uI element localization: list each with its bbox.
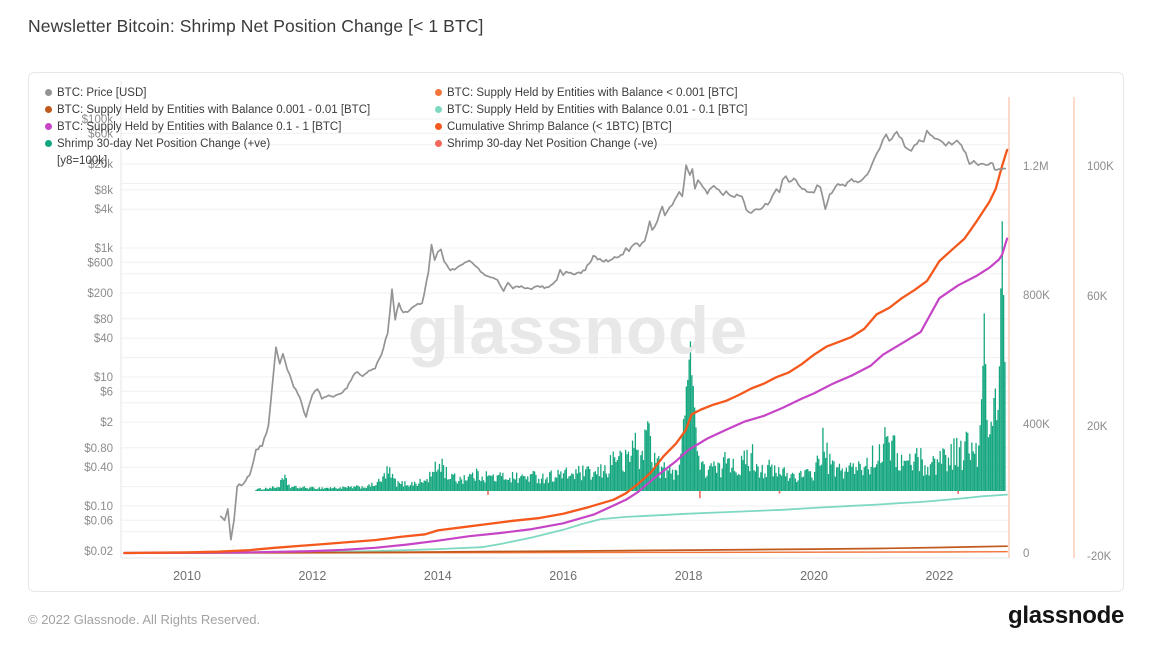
x-axis-label: 2020 bbox=[800, 569, 828, 583]
net-axis-label: 60K bbox=[1087, 291, 1108, 303]
price-axis-label: $200 bbox=[87, 288, 113, 300]
legend-item-label: Shrimp 30-day Net Position Change (+ve) bbox=[57, 137, 271, 150]
price-axis-label: $60k bbox=[88, 128, 113, 140]
supply-axis-label: 400K bbox=[1023, 419, 1050, 431]
legend-dot-icon bbox=[45, 106, 52, 113]
cumulative-line bbox=[123, 148, 1009, 555]
net-axis-label: 20K bbox=[1087, 421, 1108, 433]
price-axis-label: $2 bbox=[100, 417, 113, 429]
footer-copyright: © 2022 Glassnode. All Rights Reserved. bbox=[28, 612, 261, 627]
x-axis-label: 2014 bbox=[424, 569, 452, 583]
price-axis-label: $600 bbox=[87, 257, 113, 269]
net-axis-label: -20K bbox=[1087, 551, 1112, 563]
price-axis-label: $0.02 bbox=[84, 546, 113, 558]
legend-item[interactable]: BTC: Price [USD] bbox=[45, 84, 370, 101]
legend-dot-icon bbox=[435, 106, 442, 113]
supply-01-1-line bbox=[123, 237, 1009, 555]
supply-001-01-line bbox=[123, 493, 1008, 554]
legend-item-label: BTC: Price [USD] bbox=[57, 86, 147, 99]
supply-axis-label: 0 bbox=[1023, 548, 1029, 560]
legend-right-column: BTC: Supply Held by Entities with Balanc… bbox=[435, 84, 747, 152]
x-axis-label: 2018 bbox=[675, 569, 703, 583]
price-line bbox=[219, 129, 1007, 541]
legend-dot-icon bbox=[435, 89, 442, 96]
price-axis-label: $0.10 bbox=[84, 501, 113, 513]
legend-left-column: BTC: Price [USD] BTC: Supply Held by Enti… bbox=[45, 84, 370, 169]
legend-item[interactable]: Cumulative Shrimp Balance (< 1BTC) [BTC] bbox=[435, 118, 747, 135]
price-axis-label: $0.80 bbox=[84, 443, 113, 455]
x-axis-label: 2016 bbox=[549, 569, 577, 583]
legend-item-label: BTC: Supply Held by Entities with Balanc… bbox=[447, 86, 738, 99]
glassnode-wordmark: glassnode bbox=[1008, 602, 1124, 629]
legend-item-label: [y8=100k] bbox=[57, 154, 108, 167]
price-axis-label: $0.06 bbox=[84, 515, 113, 527]
supply-axis-label: 1.2M bbox=[1023, 161, 1049, 173]
price-axis-label: $6 bbox=[100, 386, 113, 398]
legend-item: [y8=100k] bbox=[45, 152, 370, 169]
legend-item[interactable]: BTC: Supply Held by Entities with Balanc… bbox=[45, 101, 370, 118]
shrimp-net-positive-bars bbox=[255, 221, 1006, 492]
price-axis-label: $100k bbox=[82, 114, 114, 126]
x-axis-label: 2010 bbox=[173, 569, 201, 583]
price-axis-label: $20k bbox=[88, 159, 113, 171]
chart-svg[interactable]: $100k $60k $20k $8k $4k $1k $600 $200 $80 $40 $10 $… bbox=[29, 73, 1125, 593]
price-axis-label: $8k bbox=[94, 185, 113, 197]
price-axis-label: $10 bbox=[94, 372, 113, 384]
price-axis-label: $0.40 bbox=[84, 462, 113, 474]
price-axis-label: $1k bbox=[94, 243, 113, 255]
x-axis-label: 2012 bbox=[298, 569, 326, 583]
x-axis-label: 2022 bbox=[925, 569, 953, 583]
legend-item[interactable]: BTC: Supply Held by Entities with Balanc… bbox=[45, 118, 370, 135]
legend-item-label: BTC: Supply Held by Entities with Balanc… bbox=[57, 120, 342, 133]
legend-item-label: Cumulative Shrimp Balance (< 1BTC) [BTC] bbox=[447, 120, 672, 133]
page-title: Newsletter Bitcoin: Shrimp Net Position … bbox=[28, 16, 484, 36]
shrimp-net-negative-bars bbox=[487, 491, 959, 499]
legend-dot-icon bbox=[45, 89, 52, 96]
price-axis-label: $80 bbox=[94, 314, 113, 326]
plot-area[interactable] bbox=[123, 129, 1009, 555]
legend-dot-placeholder bbox=[45, 157, 52, 164]
price-axis-label: $4k bbox=[94, 204, 113, 216]
supply-0001-001-line bbox=[123, 545, 1008, 554]
legend-item[interactable]: BTC: Supply Held by Entities with Balanc… bbox=[435, 101, 747, 118]
legend-item[interactable]: BTC: Supply Held by Entities with Balanc… bbox=[435, 84, 747, 101]
legend-dot-icon bbox=[435, 140, 442, 147]
legend-item-label: Shrimp 30-day Net Position Change (-ve) bbox=[447, 137, 658, 150]
legend-item[interactable]: Shrimp 30-day Net Position Change (+ve) bbox=[45, 135, 370, 152]
legend-item[interactable]: Shrimp 30-day Net Position Change (-ve) bbox=[435, 135, 747, 152]
legend-dot-icon bbox=[435, 123, 442, 130]
legend-dot-icon bbox=[45, 140, 52, 147]
chart-card: $100k $60k $20k $8k $4k $1k $600 $200 $80 $40 $10 $… bbox=[28, 72, 1124, 592]
price-axis-label: $40 bbox=[94, 333, 113, 345]
net-axis-label: 100K bbox=[1087, 161, 1114, 173]
legend-item-label: BTC: Supply Held by Entities with Balanc… bbox=[57, 103, 371, 116]
supply-axis-label: 800K bbox=[1023, 290, 1050, 302]
legend-item-label: BTC: Supply Held by Entities with Balanc… bbox=[447, 103, 748, 116]
legend-dot-icon bbox=[45, 123, 52, 130]
